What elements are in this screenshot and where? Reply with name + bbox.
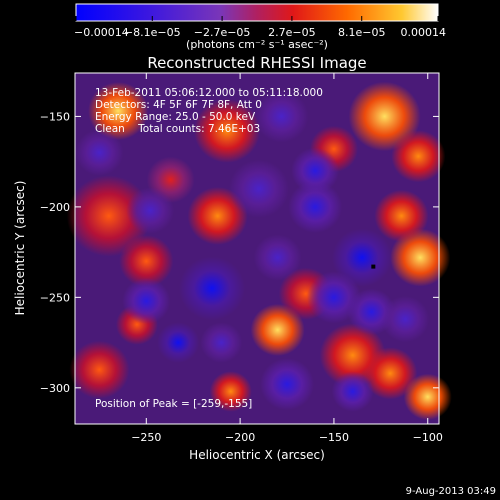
info-detectors: Detectors: 4F 5F 6F 7F 8F, Att 0 — [95, 99, 262, 111]
y-tick-label: −200 — [40, 201, 70, 214]
info-time-range: 13-Feb-2011 05:06:12.000 to 05:11:18.000 — [95, 87, 323, 99]
negative-blob — [381, 295, 430, 343]
emission-blob — [391, 130, 446, 183]
colorbar-tick-label: 0.00014 — [401, 26, 447, 39]
colorbar-tick-label: 2.7e−05 — [268, 26, 315, 39]
colorbar-tick-label: −2.7e−05 — [194, 26, 251, 39]
y-tick-label: −250 — [40, 291, 70, 304]
emission-blob — [69, 340, 130, 399]
negative-blob — [332, 228, 393, 287]
negative-blob — [254, 90, 309, 143]
x-tick-label: −250 — [131, 431, 161, 444]
emission-blob — [88, 82, 149, 140]
emission-blob — [119, 235, 174, 288]
negative-blob — [291, 147, 340, 194]
observation-info: 13-Feb-2011 05:06:12.000 to 05:11:18.000… — [95, 87, 323, 135]
peak-marker — [371, 264, 376, 269]
negative-blob — [178, 256, 245, 321]
plot-area: −250 −200 −150 −100 −300 −250 −200 −150 — [40, 72, 452, 444]
emission-blob — [403, 373, 452, 421]
emission-blob — [250, 303, 305, 356]
axis-ticks: −250 −200 −150 −100 −300 −250 −200 −150 — [40, 73, 443, 444]
y-axis-label: Heliocentric Y (arcsec) — [13, 181, 27, 316]
x-axis-label: Heliocentric X (arcsec) — [189, 448, 325, 462]
intensity-map — [66, 81, 452, 421]
emission-blob — [209, 371, 252, 412]
chart-title: Reconstructed RHESSI Image — [147, 54, 366, 72]
emission-blob — [66, 175, 151, 257]
negative-blob — [75, 129, 124, 176]
negative-blob — [228, 159, 289, 218]
render-timestamp: 9-Aug-2013 03:49 — [406, 486, 496, 497]
negative-blob — [253, 234, 302, 281]
colorbar-scale — [75, 3, 439, 22]
emission-blob — [348, 81, 421, 152]
y-tick-label: −300 — [40, 382, 70, 395]
colorbar-ticks: −0.00014−8.1e−05 −2.7e−05 2.7e−05 8.1e−05 0.… — [74, 16, 446, 39]
colorbar-unit-label: (photons cm⁻² s⁻¹ asec⁻²) — [186, 38, 328, 51]
emission-blob — [374, 189, 429, 242]
x-tick-label: −100 — [413, 431, 443, 444]
negative-blob — [126, 187, 175, 234]
colorbar-tick-label: 8.1e−05 — [338, 26, 385, 39]
colorbar-tick-label: −8.1e−05 — [124, 26, 181, 39]
colorbar: −0.00014−8.1e−05 −2.7e−05 2.7e−05 8.1e−05 0.… — [74, 3, 446, 51]
x-tick-label: −200 — [225, 431, 255, 444]
info-energy-range: Energy Range: 25.0 - 50.0 keV — [95, 111, 256, 123]
negative-blob — [157, 322, 200, 363]
colorbar-tick-label: −0.00014 — [74, 26, 129, 39]
peak-position-label: Position of Peak = [-259,-155] — [95, 398, 252, 410]
negative-blob — [260, 358, 315, 411]
negative-blob — [288, 180, 343, 233]
negative-blob — [122, 277, 171, 325]
x-tick-label: −150 — [319, 431, 349, 444]
info-counts: Clean Total counts: 7.46E+03 — [95, 123, 260, 135]
negative-blob — [331, 371, 374, 412]
negative-blob — [306, 271, 361, 324]
y-tick-label: −150 — [40, 110, 70, 123]
emission-blob — [363, 347, 418, 400]
emission-blob — [390, 228, 451, 287]
emission-blob — [193, 99, 261, 163]
negative-blob — [200, 322, 243, 363]
plot-frame — [74, 72, 440, 425]
